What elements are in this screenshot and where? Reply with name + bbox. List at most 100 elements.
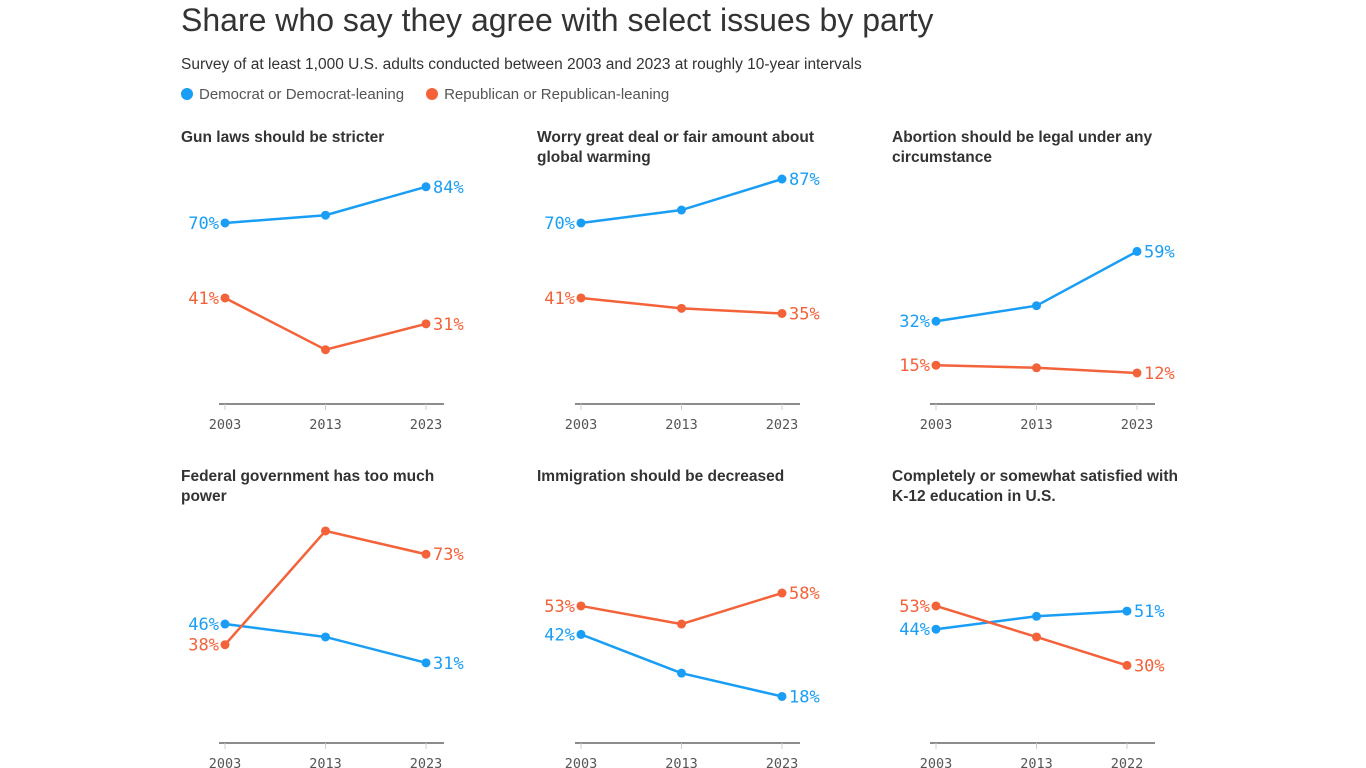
- legend-dot-icon: [181, 88, 193, 100]
- data-point: [576, 218, 586, 228]
- data-point: [677, 668, 686, 678]
- data-point: [1122, 660, 1132, 670]
- x-tick-label: 2013: [309, 417, 342, 433]
- data-label-end: 18%: [789, 687, 820, 707]
- data-point: [220, 293, 230, 303]
- data-label-start: 41%: [544, 289, 575, 309]
- series-line: [580, 633, 783, 698]
- data-point: [931, 624, 941, 634]
- legend-item-democrat: Democrat or Democrat-leaning: [181, 86, 404, 103]
- data-label-end: 31%: [433, 315, 464, 335]
- data-point: [576, 293, 586, 303]
- x-tick-label: 2013: [1020, 756, 1053, 768]
- data-label-start: 70%: [544, 214, 575, 234]
- chart-title: Share who say they agree with select iss…: [181, 2, 934, 38]
- data-label-start: 32%: [899, 312, 930, 332]
- data-point: [421, 549, 431, 559]
- data-label-start: 38%: [188, 636, 219, 656]
- legend-dot-icon: [426, 88, 439, 100]
- data-point: [321, 210, 330, 220]
- data-label-end: 84%: [433, 178, 464, 198]
- data-label-end: 35%: [789, 304, 820, 324]
- panel-title: Abortion should be legal under any circu…: [892, 129, 1153, 166]
- data-point: [421, 658, 431, 668]
- data-point: [421, 319, 431, 329]
- data-point: [677, 303, 686, 313]
- x-tick-label: 2022: [1111, 756, 1144, 768]
- data-point: [931, 316, 941, 326]
- x-tick-label: 2003: [565, 417, 598, 433]
- data-point: [321, 345, 330, 355]
- legend-item-republican: Republican or Republican-leaning: [426, 86, 669, 103]
- legend-label: Republican or Republican-leaning: [444, 86, 670, 103]
- data-point: [777, 174, 787, 184]
- data-point: [1032, 632, 1041, 642]
- x-tick-label: 2023: [766, 417, 799, 433]
- data-point: [931, 360, 941, 370]
- data-point: [220, 218, 230, 228]
- data-label-end: 58%: [789, 584, 820, 604]
- data-label-end: 51%: [1134, 602, 1165, 622]
- data-point: [1032, 363, 1041, 373]
- x-tick-label: 2013: [665, 417, 698, 433]
- x-tick-label: 2023: [1121, 417, 1154, 433]
- panel-title: Immigration should be decreased: [537, 468, 785, 485]
- x-tick-label: 2023: [766, 756, 799, 768]
- panel-title: Completely or somewhat satisfied with K-…: [892, 468, 1178, 505]
- data-point: [220, 640, 230, 650]
- data-point: [777, 588, 787, 598]
- data-point: [321, 632, 330, 642]
- data-point: [321, 526, 330, 536]
- series-line: [224, 622, 427, 665]
- data-label-start: 46%: [188, 615, 219, 635]
- series-line: [935, 250, 1138, 323]
- data-point: [1132, 368, 1142, 378]
- data-label-end: 73%: [433, 545, 464, 565]
- x-tick-label: 2023: [410, 417, 443, 433]
- panel-title: Worry great deal or fair amount about gl…: [537, 129, 815, 166]
- data-point: [1032, 301, 1041, 311]
- series-line: [224, 296, 427, 352]
- data-label-end: 59%: [1144, 242, 1175, 262]
- legend: Democrat or Democrat-leaning Republican …: [181, 86, 669, 103]
- data-point: [1122, 606, 1132, 616]
- data-label-end: 87%: [789, 170, 820, 190]
- x-tick-label: 2003: [209, 417, 242, 433]
- data-point: [677, 205, 686, 215]
- data-label-start: 53%: [544, 597, 575, 617]
- data-label-end: 12%: [1144, 364, 1175, 384]
- x-tick-label: 2003: [920, 756, 953, 768]
- data-label-start: 15%: [899, 356, 930, 376]
- data-point: [931, 601, 941, 611]
- series-line: [580, 591, 783, 626]
- data-label-start: 42%: [544, 625, 575, 645]
- x-tick-label: 2003: [209, 756, 242, 768]
- data-label-end: 30%: [1134, 656, 1165, 676]
- data-label-end: 31%: [433, 654, 464, 674]
- x-tick-label: 2023: [410, 756, 443, 768]
- data-point: [576, 601, 586, 611]
- data-label-start: 44%: [899, 620, 930, 640]
- x-tick-label: 2013: [1020, 417, 1053, 433]
- data-point: [677, 619, 686, 629]
- data-point: [1032, 611, 1041, 621]
- data-point: [1132, 246, 1142, 256]
- x-tick-label: 2003: [920, 417, 953, 433]
- series-line: [580, 177, 783, 225]
- chart-subtitle: Survey of at least 1,000 U.S. adults con…: [181, 56, 862, 73]
- data-point: [220, 619, 230, 629]
- x-tick-label: 2013: [665, 756, 698, 768]
- panel-title: Gun laws should be stricter: [181, 129, 385, 146]
- legend-label: Democrat or Democrat-leaning: [199, 86, 405, 103]
- data-label-start: 70%: [188, 214, 219, 234]
- data-point: [421, 182, 431, 192]
- series-line: [935, 604, 1128, 667]
- data-label-start: 53%: [899, 597, 930, 617]
- x-tick-label: 2003: [565, 756, 598, 768]
- data-label-start: 41%: [188, 289, 219, 309]
- data-point: [777, 308, 787, 318]
- data-point: [576, 629, 586, 639]
- panel-title: Federal government has too much power: [181, 468, 435, 505]
- data-point: [777, 691, 787, 701]
